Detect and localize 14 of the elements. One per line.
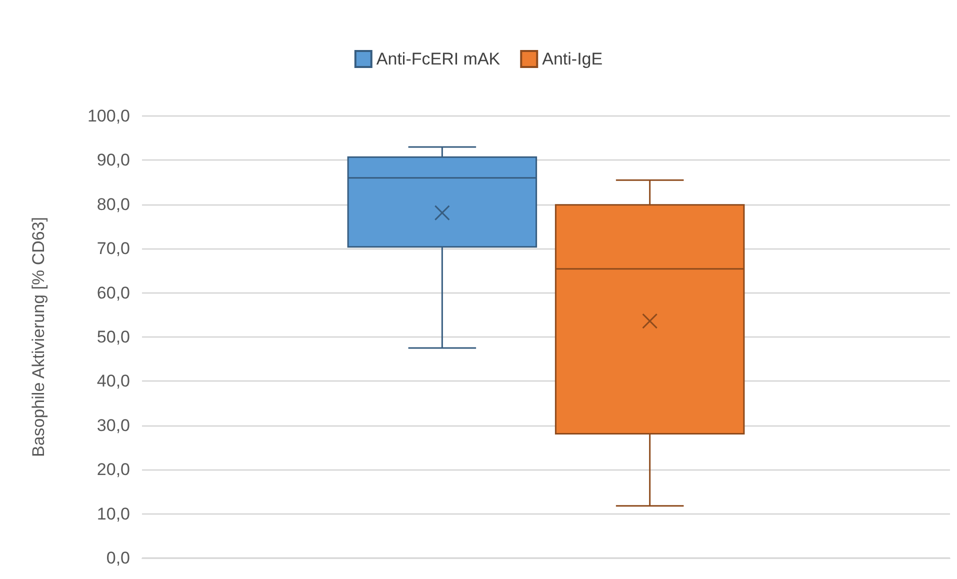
y-tick-label: 60,0 xyxy=(96,283,130,302)
legend-label: Anti-FcERI mAK xyxy=(376,50,501,68)
y-tick-label: 70,0 xyxy=(96,239,130,258)
y-tick-label: 20,0 xyxy=(96,460,130,480)
y-tick-label: 90,0 xyxy=(96,150,130,170)
y-tick-label: 0,0 xyxy=(106,548,130,568)
y-tick-label: 40,0 xyxy=(96,372,130,391)
y-tick-label: 100,0 xyxy=(87,106,130,126)
y-tick-label: 80,0 xyxy=(96,194,130,214)
y-tick-label: 30,0 xyxy=(96,416,130,435)
y-tick-label: 50,0 xyxy=(96,328,130,346)
y-tick-label: 10,0 xyxy=(96,504,130,524)
y-axis-title: Basophile Aktivierung [% CD63] xyxy=(29,216,48,458)
legend-label: Anti-IgE xyxy=(542,50,603,68)
